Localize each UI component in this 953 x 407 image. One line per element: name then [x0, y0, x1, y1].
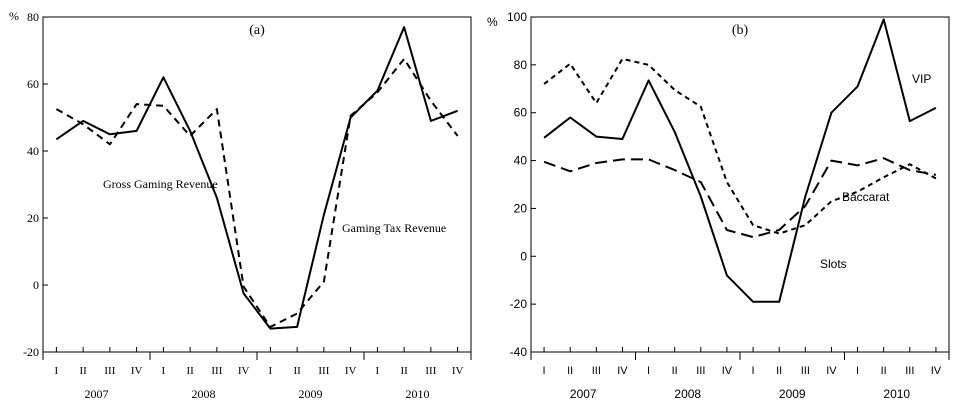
panel-b-series-baccarat-line: [543, 157, 937, 239]
panel-a-year-label: 2007: [85, 387, 109, 401]
panel-b-y-tick-label: 0: [520, 249, 527, 263]
panel-b-year-label: 2010: [883, 387, 910, 401]
panel-b-year-label: 2008: [674, 387, 701, 401]
panel-b-series-label-slots: Slots: [820, 257, 847, 271]
panel-b-title: (b): [732, 23, 749, 38]
panel-b-x-tick-label: IV: [617, 365, 628, 377]
panel-b-y-tick-label: -40: [510, 345, 528, 359]
panel-b-y-tick-label: 20: [514, 201, 528, 215]
panel-a-x-tick-label: IV: [452, 365, 464, 377]
panel-b-x-tick-label: II: [881, 365, 887, 377]
panel-b-series-vip-line: [543, 18, 937, 303]
panel-b-y-tick-label: 60: [514, 106, 528, 120]
panel-b-x-tick-label: III: [905, 365, 914, 377]
panel-b-y-tick-label: 40: [514, 154, 528, 168]
panel-b-x-tick-label: II: [776, 365, 782, 377]
panel-a-y-unit-label: %: [9, 9, 19, 23]
panel-a-year-label: 2009: [299, 387, 323, 401]
panel-b-series-slots-line: [543, 57, 937, 235]
panel-b-year-label: 2007: [570, 387, 597, 401]
panel-a-x-tick-label: II: [400, 365, 408, 377]
panel-b-x-tick-label: III: [592, 365, 601, 377]
panel-a-x-tick-label: I: [376, 365, 380, 377]
panel-b-series-label-vip: VIP: [912, 72, 931, 86]
panel-a-y-tick-label: 0: [33, 278, 39, 292]
panel-a-x-tick-label: IV: [131, 365, 143, 377]
panel-a-x-tick-label: III: [425, 365, 436, 377]
panel-a-x-tick-label: II: [293, 365, 301, 377]
panel-a-y-tick-label: 80: [27, 10, 39, 24]
panel-a-y-tick-label: 20: [27, 211, 39, 225]
panel-b-x-tick-label: IV: [722, 365, 733, 377]
panel-a-x-tick-label: I: [162, 365, 166, 377]
panel-b-x-tick-label: I: [856, 365, 859, 377]
panel-a-title: (a): [249, 23, 265, 38]
panel-b-y-unit-label: %: [487, 15, 498, 29]
panel-b-x-tick-label: III: [696, 365, 705, 377]
panel-a-series-label-gross-gaming-revenue: Gross Gaming Revenue: [103, 177, 218, 191]
panel-b-x-tick-label: I: [647, 365, 650, 377]
panel-b-x-tick-label: II: [567, 365, 573, 377]
panel-b-plot-frame: [530, 16, 950, 353]
panel-a-x-tick-label: I: [55, 365, 59, 377]
panel-a-x-tick-label: II: [79, 365, 87, 377]
panel-a-series-label-gaming-tax-revenue: Gaming Tax Revenue: [342, 221, 446, 235]
panel-b-x-tick-label: III: [801, 365, 810, 377]
panel-b-series-label-baccarat: Baccarat: [842, 190, 890, 204]
panel-a-y-tick-label: 60: [27, 77, 39, 91]
panel-a-x-tick-label: I: [269, 365, 273, 377]
panel-a-year-label: 2010: [406, 387, 430, 401]
panel-a-series-gaming-tax-revenue-line: [55, 57, 459, 328]
panel-a-x-tick-label: II: [186, 365, 194, 377]
panel-b-x-tick-label: II: [672, 365, 678, 377]
panel-b-y-tick-label: -20: [510, 297, 528, 311]
panel-b-x-tick-label: I: [543, 365, 546, 377]
panel-a-series-gross-gaming-revenue-line: [55, 26, 458, 330]
panel-a-year-label: 2008: [192, 387, 216, 401]
panel-a-x-tick-label: III: [318, 365, 329, 377]
panel-b-x-tick-label: IV: [826, 365, 837, 377]
panel-b-year-label: 2009: [779, 387, 806, 401]
panel-b-x-tick-label: IV: [931, 365, 942, 377]
panel-a-y-tick-label: -20: [23, 345, 39, 359]
panel-a-x-tick-label: III: [104, 365, 115, 377]
panel-b-x-tick-label: I: [752, 365, 755, 377]
panel-b-y-tick-label: 80: [514, 58, 528, 72]
panel-a-x-tick-label: IV: [345, 365, 357, 377]
panel-a-y-tick-label: 40: [27, 144, 39, 158]
panel-a-x-tick-label: IV: [238, 365, 250, 377]
panel-a-x-tick-label: III: [211, 365, 222, 377]
panel-b-y-tick-label: 100: [507, 10, 527, 24]
